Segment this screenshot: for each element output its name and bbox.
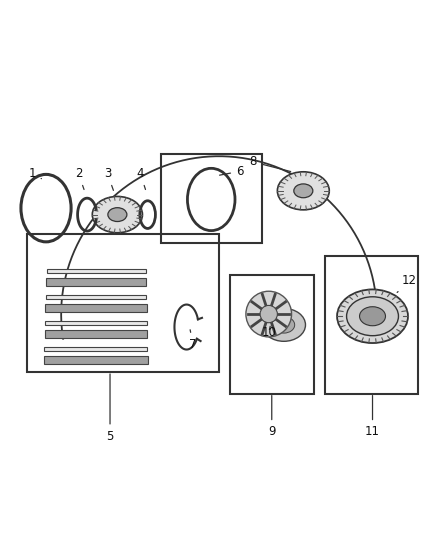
Bar [46, 295, 146, 299]
Bar [46, 269, 146, 273]
Text: 5: 5 [106, 374, 114, 442]
Text: 4: 4 [137, 167, 145, 189]
Text: 10: 10 [261, 326, 276, 339]
Text: 8: 8 [249, 155, 291, 172]
Ellipse shape [260, 305, 277, 322]
Bar [45, 320, 147, 325]
Bar [45, 330, 147, 338]
Text: 1: 1 [28, 167, 42, 180]
Bar [46, 304, 147, 312]
Ellipse shape [92, 197, 142, 233]
Text: 12: 12 [397, 274, 417, 293]
Bar [325, 256, 418, 394]
Ellipse shape [273, 317, 295, 333]
Ellipse shape [346, 297, 399, 336]
Ellipse shape [246, 291, 292, 337]
Bar [27, 234, 219, 373]
Ellipse shape [277, 172, 329, 210]
Bar [161, 154, 262, 243]
Bar [230, 275, 314, 394]
Ellipse shape [108, 208, 127, 222]
Text: 11: 11 [365, 395, 380, 438]
Bar [44, 356, 148, 364]
Ellipse shape [262, 309, 305, 341]
Bar [44, 346, 148, 351]
Text: 2: 2 [75, 167, 84, 190]
Ellipse shape [360, 306, 385, 326]
Bar [46, 278, 146, 286]
Ellipse shape [294, 184, 313, 198]
Text: 7: 7 [189, 330, 197, 351]
Text: 9: 9 [268, 395, 276, 438]
Text: 3: 3 [104, 167, 113, 190]
Ellipse shape [337, 289, 408, 343]
Text: 6: 6 [219, 165, 244, 178]
